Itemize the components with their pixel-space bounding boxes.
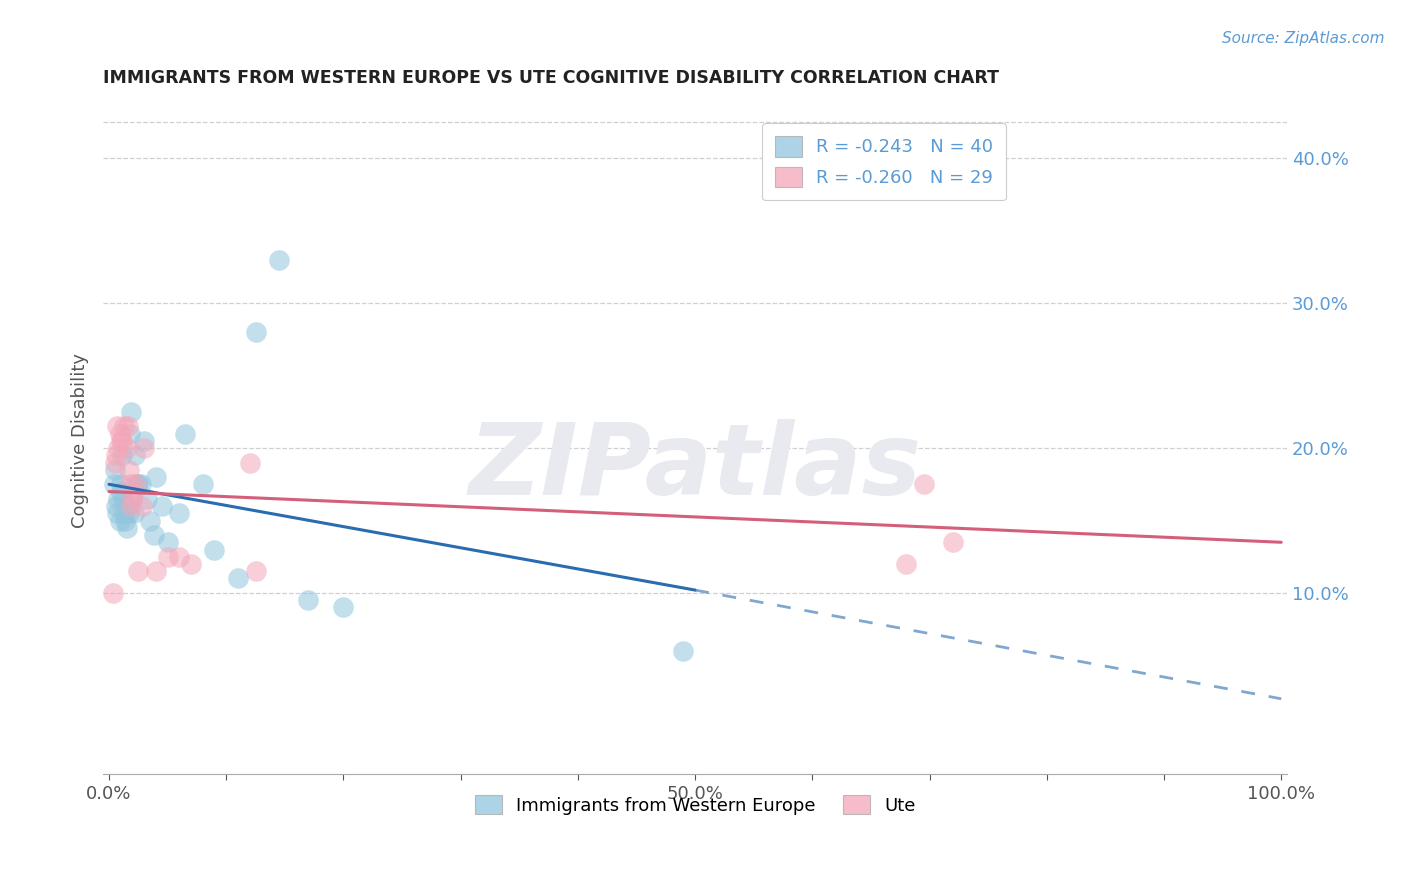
Point bbox=[122, 506, 145, 520]
Point bbox=[180, 557, 202, 571]
Point bbox=[127, 564, 149, 578]
Text: IMMIGRANTS FROM WESTERN EUROPE VS UTE COGNITIVE DISABILITY CORRELATION CHART: IMMIGRANTS FROM WESTERN EUROPE VS UTE CO… bbox=[103, 69, 1000, 87]
Point bbox=[135, 491, 157, 506]
Point bbox=[122, 484, 145, 499]
Point bbox=[672, 644, 695, 658]
Point bbox=[108, 514, 131, 528]
Point bbox=[267, 252, 290, 267]
Point bbox=[121, 491, 143, 506]
Point bbox=[127, 477, 149, 491]
Point bbox=[145, 470, 167, 484]
Point bbox=[156, 549, 179, 564]
Point bbox=[120, 426, 142, 441]
Point bbox=[169, 506, 191, 520]
Point bbox=[105, 419, 128, 434]
Point bbox=[108, 426, 131, 441]
Point bbox=[145, 564, 167, 578]
Point bbox=[103, 477, 125, 491]
Point bbox=[112, 491, 135, 506]
Point bbox=[124, 477, 146, 491]
Text: ZIPatlas: ZIPatlas bbox=[468, 419, 922, 516]
Point bbox=[117, 419, 139, 434]
Point bbox=[239, 456, 262, 470]
Point bbox=[118, 506, 141, 520]
Point bbox=[204, 542, 226, 557]
Point bbox=[118, 463, 141, 477]
Y-axis label: Cognitive Disability: Cognitive Disability bbox=[72, 353, 89, 528]
Point bbox=[912, 477, 935, 491]
Point bbox=[114, 514, 136, 528]
Point bbox=[131, 499, 153, 513]
Legend: Immigrants from Western Europe, Ute: Immigrants from Western Europe, Ute bbox=[467, 788, 922, 822]
Point bbox=[110, 477, 132, 491]
Point bbox=[104, 456, 127, 470]
Point bbox=[107, 441, 129, 455]
Point bbox=[245, 564, 267, 578]
Point bbox=[105, 506, 128, 520]
Point bbox=[121, 491, 143, 506]
Point bbox=[245, 325, 267, 339]
Point bbox=[115, 441, 138, 455]
Point bbox=[112, 419, 135, 434]
Point bbox=[134, 441, 156, 455]
Point bbox=[191, 477, 214, 491]
Point bbox=[111, 434, 134, 448]
Point bbox=[174, 426, 197, 441]
Point bbox=[110, 434, 132, 448]
Text: Source: ZipAtlas.com: Source: ZipAtlas.com bbox=[1222, 31, 1385, 46]
Point bbox=[127, 477, 149, 491]
Point bbox=[134, 434, 156, 448]
Point bbox=[129, 477, 152, 491]
Point bbox=[156, 535, 179, 549]
Point bbox=[107, 491, 129, 506]
Point bbox=[110, 484, 132, 499]
Point bbox=[297, 593, 319, 607]
Point bbox=[120, 499, 142, 513]
Point bbox=[894, 557, 917, 571]
Point bbox=[169, 549, 191, 564]
Point bbox=[120, 405, 142, 419]
Point bbox=[332, 600, 354, 615]
Point bbox=[142, 528, 165, 542]
Point bbox=[124, 448, 146, 462]
Point bbox=[226, 572, 249, 586]
Point bbox=[112, 506, 135, 520]
Point bbox=[105, 448, 128, 462]
Point bbox=[105, 499, 128, 513]
Point bbox=[104, 463, 127, 477]
Point bbox=[139, 514, 162, 528]
Point bbox=[115, 521, 138, 535]
Point bbox=[942, 535, 965, 549]
Point bbox=[150, 499, 173, 513]
Point bbox=[117, 499, 139, 513]
Point bbox=[111, 448, 134, 462]
Point bbox=[101, 586, 124, 600]
Point bbox=[120, 477, 142, 491]
